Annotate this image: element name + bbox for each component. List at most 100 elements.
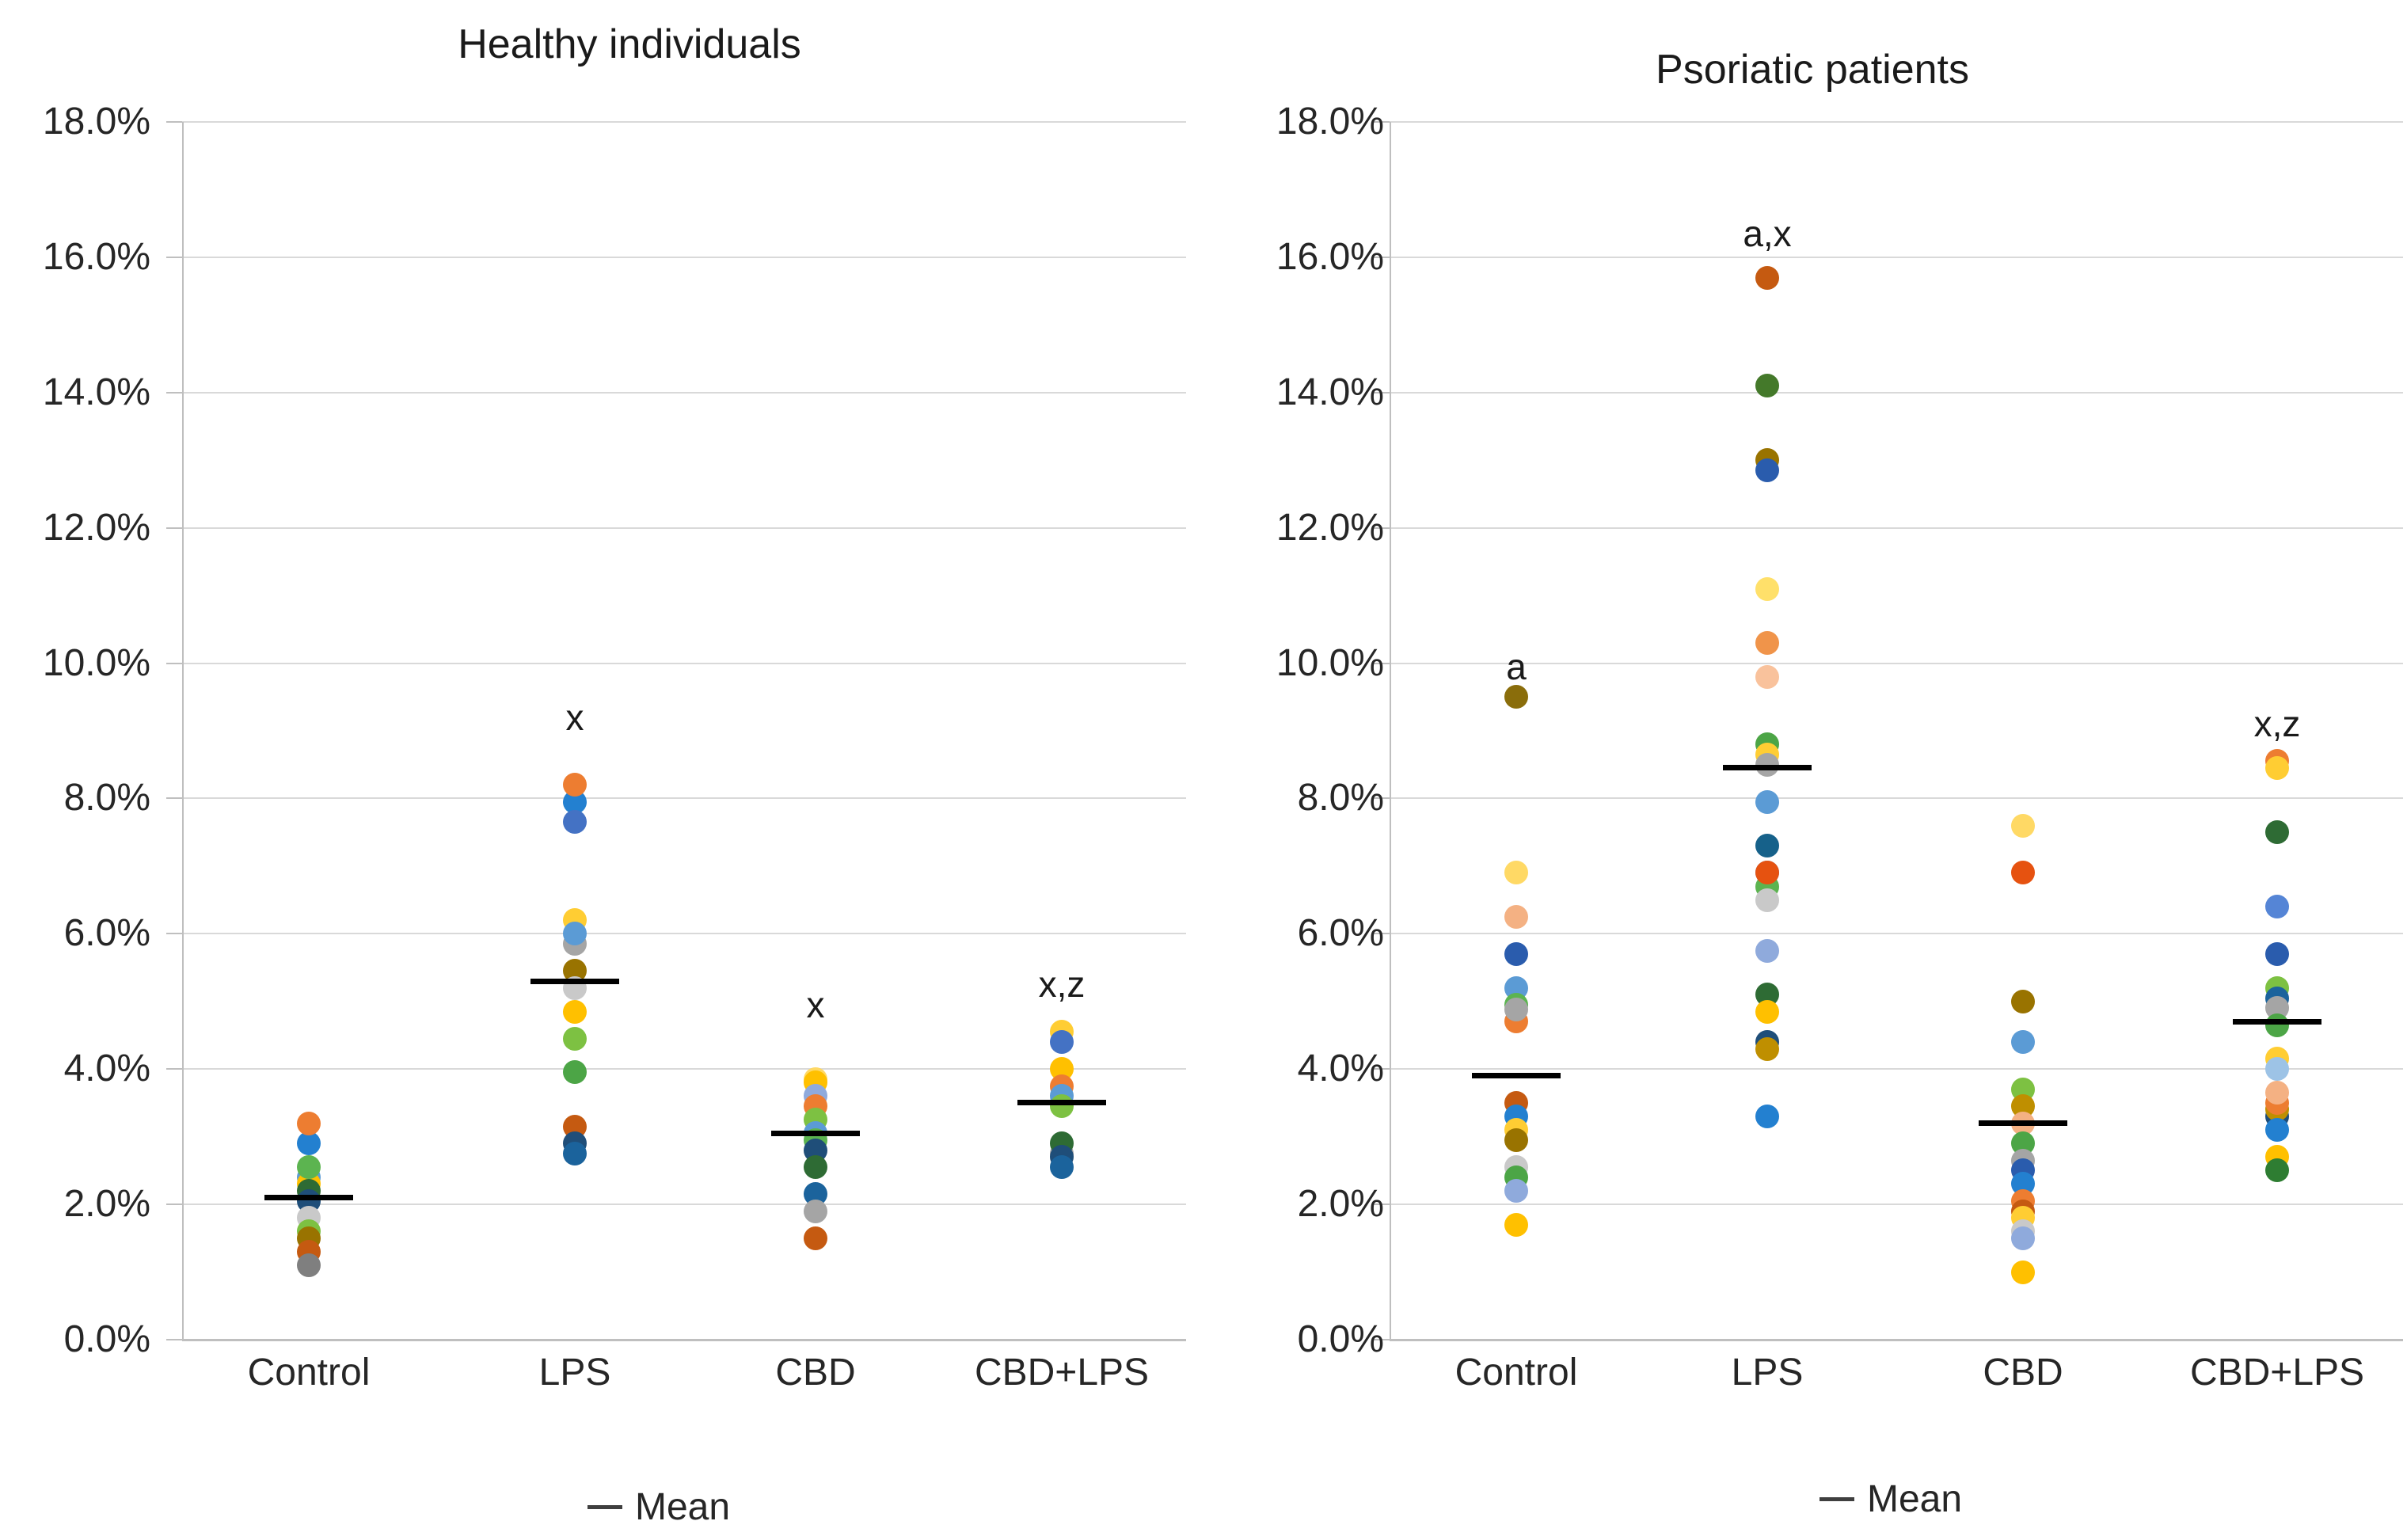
gridline	[1390, 256, 2403, 258]
y-tick-label: 8.0%	[1297, 777, 1384, 819]
data-point	[2265, 941, 2289, 966]
data-point	[2011, 1260, 2035, 1284]
gridline	[1390, 933, 2403, 935]
data-point	[563, 1026, 587, 1051]
x-category-label: Control	[1454, 1352, 1578, 1394]
significance-annotation: x	[565, 696, 584, 738]
significance-annotation: x	[806, 984, 825, 1026]
data-point	[563, 810, 587, 835]
gridline	[1390, 121, 2403, 123]
gridline	[1390, 1339, 2403, 1341]
data-point	[2265, 755, 2289, 780]
data-point	[2265, 1081, 2289, 1105]
data-point	[2011, 813, 2035, 838]
data-point	[297, 1131, 321, 1156]
y-tick-label: 18.0%	[42, 101, 150, 143]
data-point	[563, 999, 587, 1024]
data-point	[1755, 664, 1779, 689]
data-point	[1050, 1094, 1074, 1119]
y-tick-mark	[166, 391, 182, 394]
y-tick-label: 10.0%	[1276, 641, 1384, 684]
data-point	[1504, 1212, 1528, 1237]
data-point	[2265, 820, 2289, 845]
y-tick-label: 12.0%	[42, 506, 150, 549]
y-tick-label: 16.0%	[42, 235, 150, 278]
gridline	[1390, 1068, 2403, 1070]
x-category-label: CBD	[1983, 1352, 2063, 1394]
y-tick-mark	[1374, 662, 1390, 664]
data-point	[563, 773, 587, 797]
mean-line	[2233, 1018, 2321, 1025]
data-point	[563, 922, 587, 946]
y-tick-mark	[166, 797, 182, 800]
data-point	[1755, 789, 1779, 814]
gridline	[182, 1068, 1186, 1070]
data-point	[1755, 888, 1779, 912]
data-point	[2011, 861, 2035, 885]
y-tick-mark	[166, 1068, 182, 1070]
y-tick-mark	[1374, 1203, 1390, 1206]
data-point	[1504, 941, 1528, 966]
gridline	[182, 121, 1186, 123]
gridline	[182, 933, 1186, 935]
data-point	[1755, 999, 1779, 1024]
data-point	[2265, 1118, 2289, 1143]
mean-line	[1472, 1073, 1561, 1079]
y-tick-mark	[1374, 797, 1390, 800]
significance-annotation: x,z	[2253, 703, 2301, 745]
y-tick-mark	[1374, 121, 1390, 123]
x-category-label: CBD+LPS	[2189, 1352, 2365, 1394]
y-tick-mark	[1374, 1339, 1390, 1340]
y-tick-label: 18.0%	[1276, 101, 1384, 143]
gridline	[1390, 662, 2403, 664]
data-point	[1504, 904, 1528, 929]
data-point	[1755, 630, 1779, 655]
data-point	[2265, 1013, 2289, 1037]
y-tick-label: 16.0%	[1276, 235, 1384, 278]
y-tick-label: 8.0%	[63, 777, 150, 819]
data-point	[1755, 834, 1779, 858]
mean-dash-icon	[587, 1505, 622, 1509]
significance-annotation: x,z	[1038, 964, 1086, 1006]
data-point	[1755, 938, 1779, 963]
significance-annotation: a,x	[1743, 212, 1792, 254]
y-tick-mark	[166, 1339, 182, 1340]
data-point	[1050, 1030, 1074, 1055]
y-tick-mark	[1374, 256, 1390, 258]
data-point	[804, 1226, 827, 1250]
data-point	[2265, 895, 2289, 919]
y-tick-mark	[166, 256, 182, 258]
y-tick-mark	[166, 527, 182, 529]
x-category-label: Control	[247, 1352, 371, 1394]
y-axis-line	[182, 122, 184, 1340]
gridline	[182, 662, 1186, 664]
data-point	[1755, 752, 1779, 777]
x-category-label: LPS	[1731, 1352, 1804, 1394]
data-point	[1504, 685, 1528, 709]
gridline	[1390, 1203, 2403, 1206]
chart-title-healthy: Healthy individuals	[458, 21, 801, 67]
y-tick-mark	[166, 933, 182, 935]
legend-label: Mean	[1867, 1478, 1963, 1520]
y-tick-label: 6.0%	[63, 912, 150, 955]
data-point	[1755, 861, 1779, 885]
y-tick-label: 4.0%	[1297, 1048, 1384, 1090]
data-point	[804, 1155, 827, 1180]
gridline	[1390, 391, 2403, 394]
gridline	[182, 256, 1186, 258]
significance-annotation: a	[1506, 645, 1527, 687]
y-tick-label: 12.0%	[1276, 506, 1384, 549]
x-category-label: CBD	[775, 1352, 856, 1394]
legend-healthy: Mean	[587, 1485, 730, 1529]
y-tick-label: 14.0%	[42, 371, 150, 413]
y-tick-label: 14.0%	[1276, 371, 1384, 413]
mean-line	[771, 1130, 860, 1136]
y-tick-label: 0.0%	[63, 1318, 150, 1360]
data-point	[1755, 374, 1779, 398]
data-point	[1755, 576, 1779, 601]
y-tick-mark	[1374, 527, 1390, 529]
data-point	[2265, 1158, 2289, 1183]
y-tick-label: 2.0%	[1297, 1183, 1384, 1226]
mean-line	[530, 978, 619, 984]
